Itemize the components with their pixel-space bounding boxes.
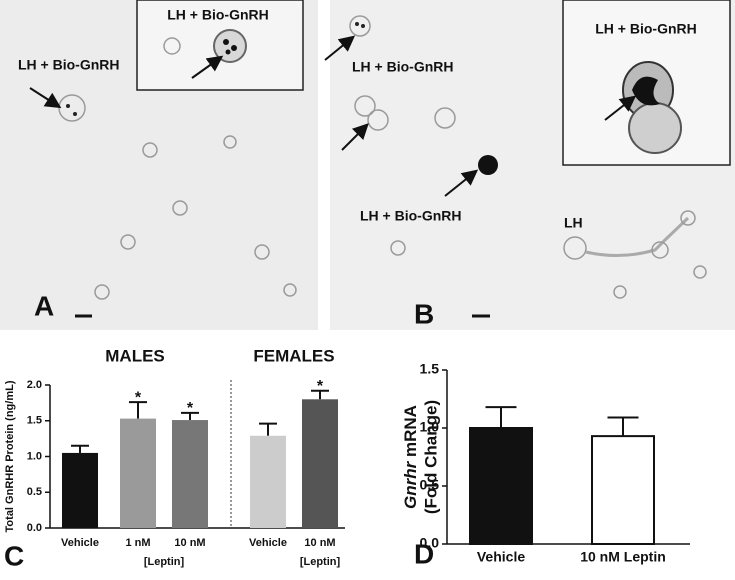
cell-label: LH + Bio-GnRH <box>360 208 462 224</box>
bar <box>250 435 286 528</box>
y-axis-label: (Fold Change) <box>421 400 440 514</box>
significance: * <box>187 400 194 417</box>
x-tick-label: 10 nM Leptin <box>580 549 666 565</box>
significance: * <box>317 378 324 395</box>
cell-label: LH <box>564 215 583 231</box>
y-tick-label: 1.5 <box>27 415 42 427</box>
cells-b <box>349 15 707 299</box>
bar <box>120 418 156 528</box>
y-tick-label: 0.0 <box>420 535 440 551</box>
panel-letter: D <box>414 538 434 569</box>
y-tick-label: 0.0 <box>27 522 42 534</box>
y-tick-label: 1.0 <box>420 419 440 435</box>
cell-label: LH + Bio-GnRH <box>352 59 454 75</box>
y-axis-label: Total GnRHR Protein (ng/mL) <box>4 380 16 532</box>
x-tick-label: Vehicle <box>477 549 525 565</box>
panel-letter: C <box>4 540 24 571</box>
cell-label: LH + Bio-GnRH <box>18 57 120 73</box>
x-tick-label: 10 nM <box>304 537 335 549</box>
y-axis-label: Gnrhr mRNA <box>401 405 420 509</box>
group-subtitle: [Leptin] <box>144 556 185 568</box>
x-tick-label: 10 nM <box>174 537 205 549</box>
y-tick-label: 0.5 <box>420 477 440 493</box>
group-subtitle: [Leptin] <box>300 556 341 568</box>
bar <box>62 452 98 528</box>
x-tick-label: 1 nM <box>125 537 150 549</box>
y-tick-label: 1.5 <box>420 361 440 377</box>
bar <box>591 435 655 545</box>
y-tick-label: 2.0 <box>27 379 42 391</box>
x-tick-label: Vehicle <box>61 537 99 549</box>
bar <box>302 399 338 528</box>
y-tick-label: 0.5 <box>27 486 42 498</box>
bar <box>469 427 533 545</box>
inset-label: LH + Bio-GnRH <box>595 21 697 37</box>
significance: * <box>135 389 142 406</box>
group-label: FEMALES <box>253 346 334 365</box>
y-axis-label-gene: Gnrhr <box>401 460 420 509</box>
panel-letter: B <box>414 298 434 329</box>
bar <box>172 420 208 528</box>
x-tick-label: Vehicle <box>249 537 287 549</box>
panel-letter: A <box>34 290 54 321</box>
group-label: MALES <box>105 346 165 365</box>
inset-label: LH + Bio-GnRH <box>167 7 269 23</box>
y-axis-label-rest: mRNA <box>401 405 420 457</box>
y-tick-label: 1.0 <box>27 450 42 462</box>
